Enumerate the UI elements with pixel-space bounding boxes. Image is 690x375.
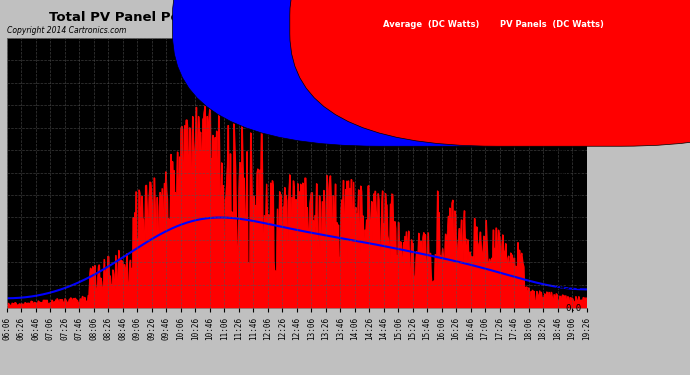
Text: PV Panels  (DC Watts): PV Panels (DC Watts) xyxy=(500,20,604,29)
Text: Average  (DC Watts): Average (DC Watts) xyxy=(383,20,480,29)
Text: Total PV Panel Power & Running Average Power Mon Apr 21 19:41: Total PV Panel Power & Running Average P… xyxy=(49,11,544,24)
Text: Copyright 2014 Cartronics.com: Copyright 2014 Cartronics.com xyxy=(7,26,126,35)
